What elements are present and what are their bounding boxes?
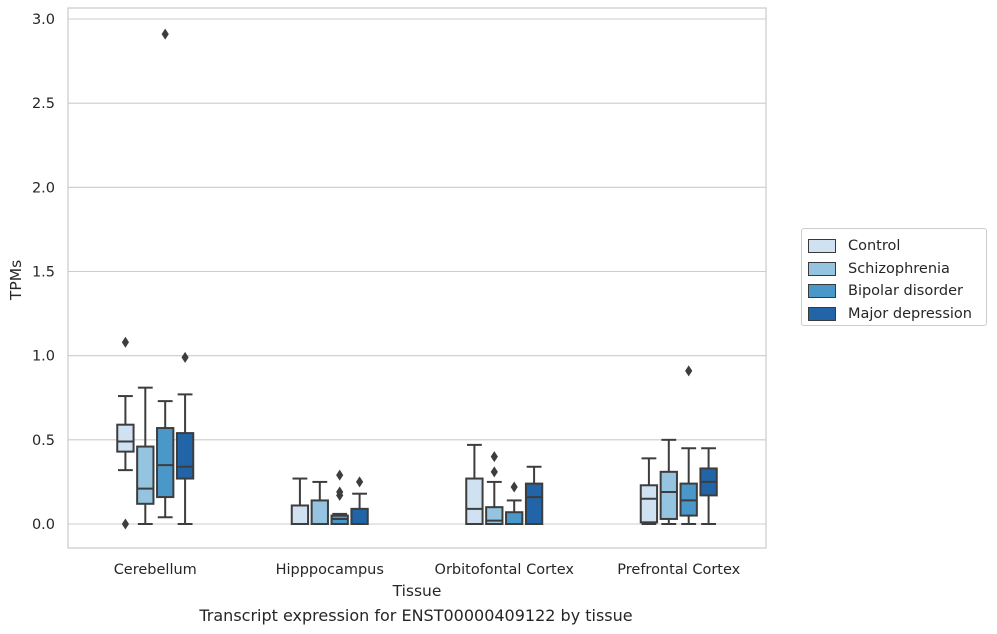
- plot-frame: [67, 7, 767, 549]
- legend-item: Control: [808, 235, 980, 258]
- outlier-point: [510, 481, 518, 493]
- box-orbitofontal-cortex-bipolar-disorder: [505, 481, 524, 526]
- legend-item: Major depression: [808, 303, 980, 326]
- outlier-point: [336, 486, 344, 498]
- legend-label: Major depression: [848, 305, 972, 322]
- legend-label: Control: [848, 238, 901, 255]
- outlier-point: [121, 518, 130, 530]
- box-iqr: [639, 484, 659, 524]
- box-hipppocampus-major-depression: [350, 476, 369, 526]
- box-orbitofontal-cortex-major-depression: [524, 465, 544, 526]
- legend-swatch: [808, 261, 836, 276]
- box-iqr: [136, 445, 155, 505]
- x-tick-label: Cerebellum: [114, 562, 197, 578]
- y-tick-label: 2.0: [32, 180, 55, 196]
- outlier-point: [181, 351, 189, 363]
- outlier-point: [355, 476, 364, 488]
- outlier-point: [490, 466, 498, 478]
- y-tick-labels: 0.0 0.5 1.0 1.5 2.0 2.5 3.0: [32, 12, 55, 533]
- box-iqr: [290, 504, 310, 526]
- box-iqr: [505, 511, 524, 526]
- box-iqr: [465, 477, 484, 525]
- outlier-point: [336, 469, 344, 481]
- legend: Control Schizophrenia Bipolar disorder Majo…: [801, 228, 987, 326]
- box-prefrontal-cortex-bipolar-disorder: [679, 365, 698, 525]
- y-tick-label: 2.5: [32, 96, 55, 112]
- x-tick-label: Orbitofontal Cortex: [435, 562, 575, 578]
- box-orbitofontal-cortex-schizophrenia: [485, 451, 504, 525]
- y-axis-label: TPMs: [7, 260, 25, 301]
- legend-item: Schizophrenia: [808, 258, 980, 281]
- box-iqr: [116, 423, 135, 453]
- box-iqr: [524, 482, 544, 526]
- x-tick-label: Hipppocampus: [276, 562, 384, 578]
- y-tick-label: 0.5: [32, 433, 55, 449]
- box-hipppocampus-schizophrenia: [310, 480, 329, 525]
- box-iqr: [156, 427, 175, 499]
- box-groups: [116, 28, 718, 530]
- y-tick-label: 1.5: [32, 265, 55, 281]
- y-tick-label: 0.0: [32, 517, 55, 533]
- box-hipppocampus-bipolar-disorder: [330, 469, 349, 525]
- y-tick-label: 3.0: [32, 12, 55, 28]
- figure-caption: Transcript expression for ENST0000040912…: [199, 606, 633, 625]
- legend-swatch: [808, 284, 836, 299]
- legend-label: Bipolar disorder: [848, 283, 963, 300]
- x-tick-labels: Cerebellum Hipppocampus Orbitofontal Corte…: [114, 562, 741, 578]
- legend-swatch: [808, 306, 836, 321]
- box-iqr: [659, 470, 678, 520]
- box-prefrontal-cortex-major-depression: [699, 447, 718, 525]
- box-prefrontal-cortex-schizophrenia: [659, 438, 678, 525]
- x-axis-label: Tissue: [392, 582, 442, 600]
- box-orbitofontal-cortex-control: [465, 443, 484, 525]
- legend-swatch: [808, 239, 836, 254]
- outlier-point: [121, 336, 130, 348]
- box-cerebellum-control: [116, 336, 135, 530]
- box-prefrontal-cortex-control: [639, 457, 659, 525]
- y-tick-label: 1.0: [32, 349, 55, 365]
- box-cerebellum-schizophrenia: [136, 386, 155, 525]
- box-iqr: [310, 499, 329, 525]
- outlier-point: [490, 451, 498, 463]
- x-tick-label: Prefrontal Cortex: [617, 562, 740, 578]
- legend-label: Schizophrenia: [848, 260, 950, 277]
- outlier-point: [161, 28, 169, 40]
- legend-item: Bipolar disorder: [808, 280, 980, 303]
- box-hipppocampus-control: [290, 477, 310, 526]
- box-cerebellum-bipolar-disorder: [156, 28, 175, 519]
- box-iqr: [175, 432, 195, 480]
- box-cerebellum-major-depression: [175, 351, 195, 525]
- outlier-point: [685, 365, 693, 377]
- box-iqr: [350, 507, 369, 526]
